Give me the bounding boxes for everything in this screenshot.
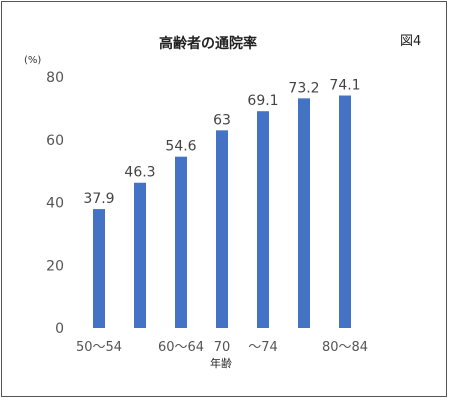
data-label: 74.1	[329, 78, 360, 94]
bar	[134, 182, 146, 328]
data-label: 37.9	[83, 191, 114, 207]
x-tick-label: 50～54	[76, 340, 122, 355]
x-tick-label: ～74	[248, 340, 278, 355]
x-axis-label: 年齢	[210, 356, 232, 370]
chart-title: 高齢者の通院率	[159, 35, 257, 52]
data-labels: 37.9 46.3 54.6 63 69.1 73.2 74.1	[83, 78, 360, 208]
bar	[175, 156, 187, 328]
x-tick-label: 80～84	[322, 340, 368, 355]
y-tick-label: 40	[46, 196, 64, 212]
bar	[216, 130, 228, 328]
x-axis-ticks: 50～54 60～64 70 ～74 80～84	[76, 340, 368, 355]
x-tick-label: 60～64	[158, 340, 204, 355]
bar	[298, 98, 310, 329]
y-axis-unit: (%)	[24, 55, 41, 66]
data-label: 73.2	[288, 80, 319, 96]
bar	[339, 95, 351, 328]
y-tick-label: 20	[46, 258, 64, 274]
y-tick-label: 80	[46, 70, 64, 86]
y-tick-label: 0	[55, 321, 64, 337]
y-axis-ticks: 0 20 40 60 80	[46, 70, 64, 337]
data-label: 63	[213, 112, 231, 128]
y-tick-label: 60	[46, 133, 64, 149]
figure-label: 図4	[400, 34, 421, 49]
data-label: 46.3	[124, 165, 155, 181]
bar	[257, 111, 269, 328]
data-label: 54.6	[165, 139, 196, 155]
x-tick-label: 70	[214, 340, 231, 355]
bar	[93, 209, 105, 328]
bars	[93, 95, 351, 329]
data-label: 69.1	[247, 93, 278, 109]
